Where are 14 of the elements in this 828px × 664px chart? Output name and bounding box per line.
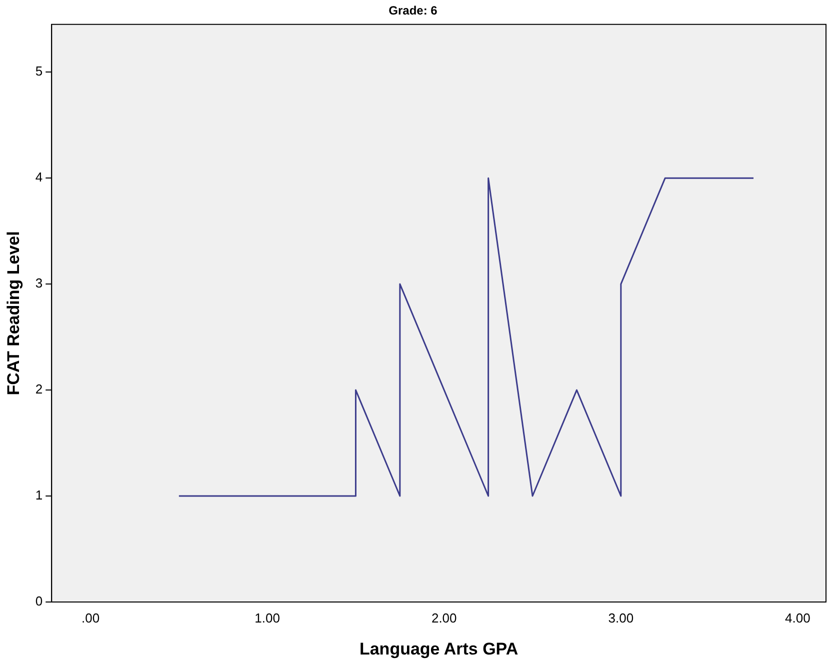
y-tick-label: 2 <box>35 382 43 397</box>
y-axis-title: FCAT Reading Level <box>4 231 23 396</box>
y-tick-label: 4 <box>35 170 43 185</box>
x-tick-label: 3.00 <box>608 610 634 626</box>
y-tick-label: 1 <box>35 488 43 503</box>
chart-title: Grade: 6 <box>388 4 438 18</box>
y-tick-label: 3 <box>35 276 43 291</box>
x-axis-title: Language Arts GPA <box>359 639 518 658</box>
y-tick-label: 0 <box>35 594 43 609</box>
x-tick-label: 4.00 <box>785 610 810 626</box>
x-tick-label: 2.00 <box>431 610 457 626</box>
y-tick-label: 5 <box>35 64 43 79</box>
x-tick-label: .00 <box>81 610 100 626</box>
x-tick-label: 1.00 <box>254 610 280 626</box>
